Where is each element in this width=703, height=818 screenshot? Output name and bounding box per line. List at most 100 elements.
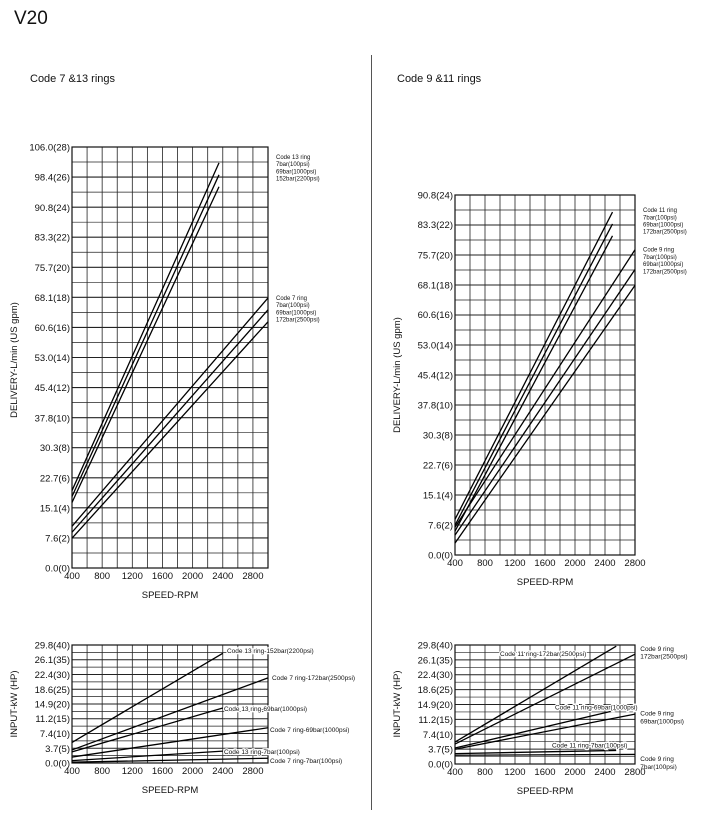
y-tick-label: 0.0(0) (428, 551, 453, 562)
y-tick-label: 26.1(35) (35, 655, 70, 666)
x-tick-label: 2000 (182, 571, 203, 582)
series-line-5 (454, 285, 636, 544)
series-line-5 (454, 753, 636, 756)
x-tick-label: 400 (64, 766, 80, 777)
y-tick-label: 0.0(0) (45, 564, 70, 575)
y-axis-label: INPUT-kW (HP) (392, 670, 403, 737)
x-tick-label: 800 (477, 558, 493, 569)
series-annotation: 7bar(100psi) (276, 162, 310, 168)
x-tick-label: 2800 (242, 571, 263, 582)
plot-frame (71, 644, 269, 764)
column-divider (371, 55, 372, 810)
series-annotation: Code 11 ring-7bar(100psi) (552, 743, 627, 750)
series-annotation: 172bar(2500psi) (643, 269, 687, 275)
series-line-3 (454, 713, 636, 750)
y-tick-label: 22.7(6) (40, 473, 70, 484)
series-line-3 (454, 249, 636, 528)
x-tick-label: 400 (64, 571, 80, 582)
y-tick-label: 0.0(0) (428, 760, 453, 771)
x-tick-label: 2000 (564, 767, 585, 778)
y-tick-label: 11.2(15) (418, 715, 453, 726)
y-tick-label: 11.2(15) (35, 714, 70, 725)
left-section-heading: Code 7 &13 rings (30, 73, 115, 85)
series-annotation: 69bar(1000psi) (643, 262, 683, 268)
y-axis-label: INPUT-kW (HP) (9, 670, 20, 737)
series-line-0 (71, 652, 224, 743)
y-tick-label: 7.4(10) (40, 729, 70, 740)
y-tick-label: 68.1(18) (418, 281, 453, 292)
y-tick-label: 37.8(10) (418, 401, 453, 412)
y-tick-label: 106.0(28) (29, 143, 70, 154)
x-tick-label: 1600 (152, 571, 173, 582)
series-line-1 (454, 223, 614, 526)
series-line-1 (71, 174, 220, 497)
y-tick-label: 75.7(20) (35, 263, 70, 274)
series-annotation: 7bar(100psi) (640, 764, 677, 771)
series-line-2 (454, 235, 614, 532)
series-line-0 (454, 645, 617, 743)
series-line-4 (454, 749, 617, 755)
series-annotation: Code 7 ring-172bar(2500psi) (272, 675, 355, 682)
y-tick-label: 7.4(10) (423, 730, 453, 741)
series-line-0 (454, 211, 614, 520)
y-tick-label: 53.0(14) (35, 353, 70, 364)
y-tick-label: 15.1(4) (423, 491, 453, 502)
plot-frame (71, 146, 269, 569)
series-annotation: Code 11 ring-69bar(1000psi) (555, 705, 638, 712)
series-annotation: 172bar(2500psi) (276, 318, 320, 324)
y-tick-label: 14.9(20) (35, 700, 70, 711)
y-tick-label: 30.3(8) (423, 430, 453, 441)
series-annotation: 7bar(100psi) (276, 303, 310, 309)
y-tick-label: 7.6(2) (428, 520, 453, 531)
x-tick-label: 1200 (504, 767, 525, 778)
y-tick-label: 3.7(5) (428, 745, 453, 756)
x-tick-label: 800 (94, 766, 110, 777)
series-annotation: Code 7 ring-7bar(100psi) (270, 758, 342, 765)
series-line-4 (71, 309, 269, 533)
y-tick-label: 75.7(20) (418, 250, 453, 261)
y-tick-label: 18.6(25) (35, 685, 70, 696)
x-tick-label: 1600 (534, 767, 555, 778)
y-tick-label: 45.4(12) (418, 371, 453, 382)
y-tick-label: 22.4(30) (418, 670, 453, 681)
series-line-2 (71, 186, 220, 503)
y-tick-label: 37.8(10) (35, 413, 70, 424)
x-axis-label: SPEED-RPM (142, 785, 199, 796)
x-tick-label: 2800 (624, 558, 645, 569)
series-annotation: 172bar(2500psi) (643, 230, 687, 236)
series-line-2 (71, 707, 223, 753)
y-tick-label: 3.7(5) (45, 744, 70, 755)
x-tick-label: 1200 (504, 558, 525, 569)
chart-0: 0.0(0) 7.6(2) 15.1(4) 22.7(6) 30.3(8) 37.8(10… (9, 143, 320, 602)
series-annotation: Code 9 ring (640, 756, 674, 763)
y-tick-label: 68.1(18) (35, 293, 70, 304)
series-line-0 (71, 162, 220, 491)
y-tick-label: 83.3(22) (35, 233, 70, 244)
y-tick-label: 29.8(40) (418, 641, 453, 652)
series-line-1 (454, 653, 636, 745)
x-tick-label: 1600 (152, 766, 173, 777)
y-tick-label: 90.8(24) (418, 191, 453, 202)
series-annotation: 7bar(100psi) (643, 255, 677, 261)
x-tick-label: 400 (447, 558, 463, 569)
plot-frame (454, 644, 636, 765)
chart-3: 0.0(0) 3.7(5) 7.4(10) 11.2(15) 14.9(20) 18.6(… (392, 641, 688, 798)
series-line-5 (71, 757, 269, 763)
page-title: V20 (14, 8, 48, 29)
y-tick-label: 60.6(16) (35, 323, 70, 334)
x-tick-label: 2400 (212, 571, 233, 582)
series-line-3 (71, 297, 269, 527)
y-tick-label: 26.1(35) (418, 655, 453, 666)
series-annotation: Code 11 ring (643, 208, 677, 214)
x-axis-label: SPEED-RPM (517, 577, 574, 588)
x-tick-label: 2400 (594, 767, 615, 778)
y-tick-label: 29.8(40) (35, 641, 70, 652)
series-annotation: 152bar(2200psi) (276, 177, 320, 183)
series-annotation: 69bar(1000psi) (643, 222, 683, 228)
series-annotation: Code 13 ring-69bar(1000psi) (224, 706, 307, 713)
series-annotation: Code 13 ring-7bar(100psi) (224, 749, 300, 756)
series-annotation: 7bar(100psi) (643, 215, 677, 221)
y-axis-label: DELIVERY-L/min (US gpm) (9, 302, 20, 418)
x-tick-label: 1200 (122, 571, 143, 582)
